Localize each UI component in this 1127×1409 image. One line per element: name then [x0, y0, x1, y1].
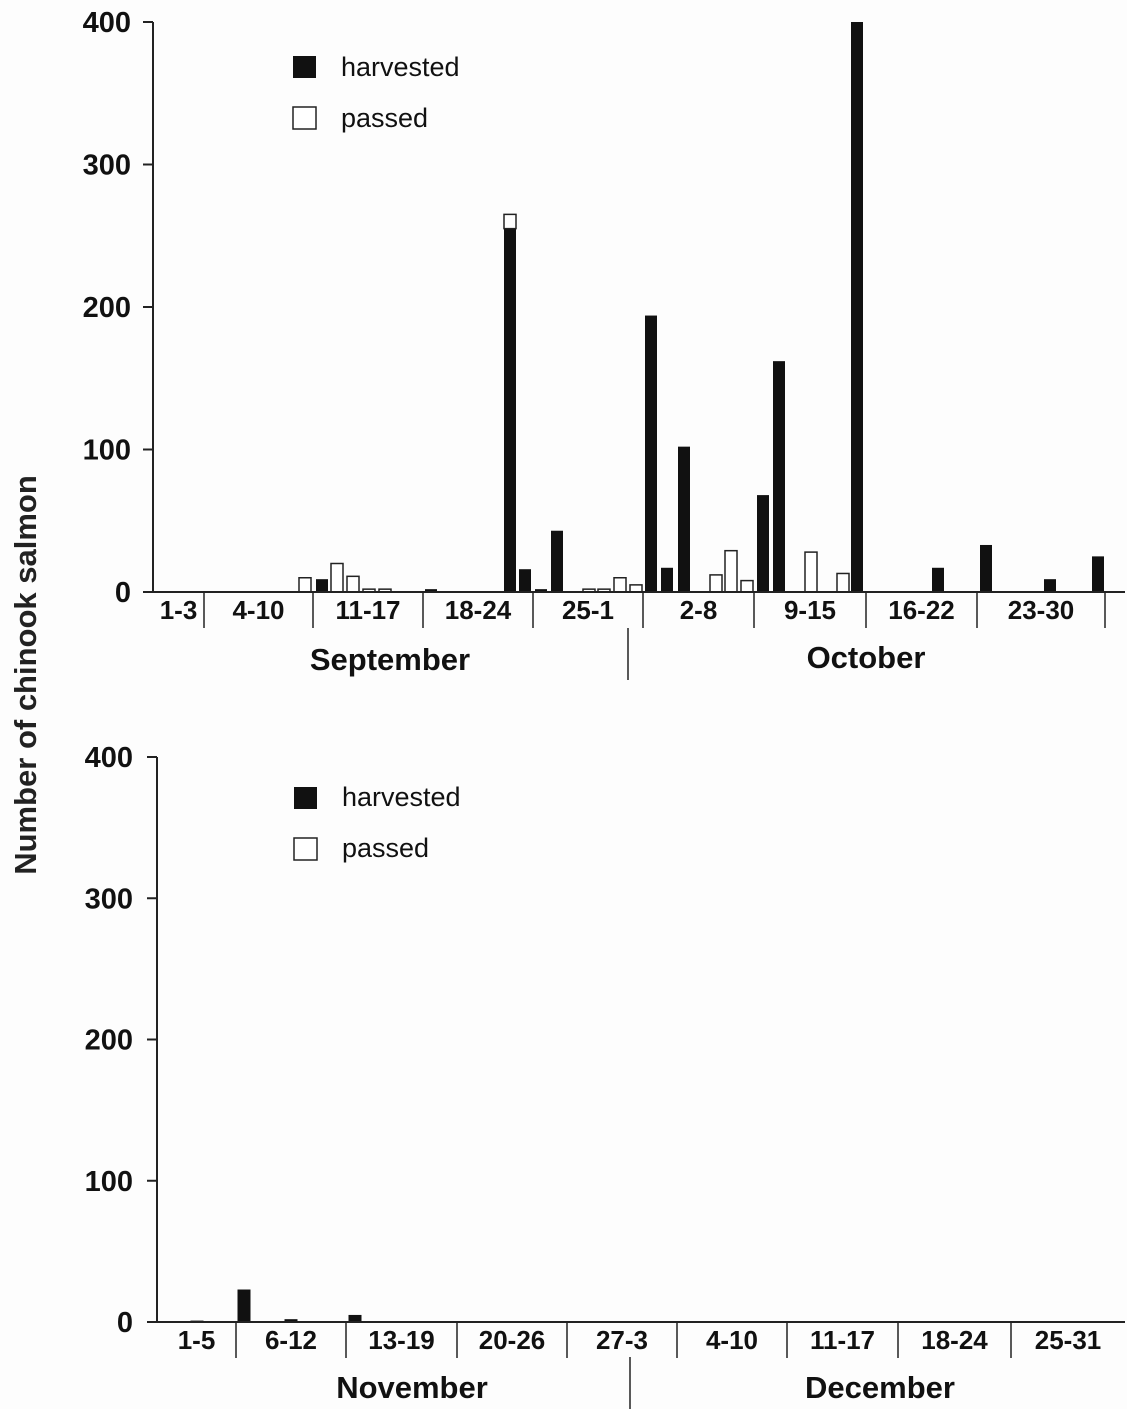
bar-harvested [661, 567, 673, 592]
week-label: 27-3 [596, 1325, 648, 1355]
bar-passed [629, 584, 643, 593]
y-tick-label: 400 [85, 742, 133, 774]
month-label-september: September [310, 642, 470, 677]
legend-swatch-harvested [294, 787, 317, 809]
legend-swatch-passed [293, 837, 318, 861]
y-tick-label: 300 [85, 883, 133, 915]
bar-harvested [284, 1319, 298, 1322]
bar-harvested [678, 446, 690, 592]
bar-harvested [316, 579, 328, 592]
chart-panel-september-october: 0 100 200 300 400 1-3 4-10 11-17 18-24 25-1 2-8 9-… [83, 7, 1125, 680]
bar-harvested [519, 569, 531, 592]
bar-harvested [757, 495, 769, 592]
bar-harvested [980, 544, 992, 592]
week-label: 13-19 [368, 1325, 435, 1355]
legend-label-harvested: harvested [341, 52, 460, 82]
week-label: 11-17 [810, 1325, 875, 1355]
bar-passed [503, 213, 517, 230]
week-label: 1-3 [160, 595, 198, 625]
week-label: 16-22 [888, 595, 955, 625]
y-tick-label: 100 [85, 1166, 133, 1198]
bar-passed [836, 572, 850, 593]
bar-harvested [348, 1314, 362, 1322]
bar-harvested [645, 315, 657, 592]
legend: harvested passed [293, 782, 461, 863]
bar-harvested [504, 228, 516, 592]
bar-passed [804, 551, 818, 593]
legend-label-harvested: harvested [342, 782, 461, 812]
bar-passed [740, 579, 754, 593]
y-tick-label: 0 [115, 577, 131, 609]
week-label: 18-24 [445, 595, 512, 625]
legend-label-passed: passed [342, 833, 429, 863]
month-label-december: December [805, 1370, 955, 1405]
week-label: 9-15 [784, 595, 836, 625]
week-ticks: 1-5 6-12 13-19 20-26 27-3 4-10 11-17 18-24 25-31 [178, 1322, 1102, 1358]
week-label: 2-8 [680, 595, 718, 625]
week-label: 1-5 [178, 1325, 216, 1355]
y-tick-label: 100 [83, 435, 131, 467]
y-tick-label: 300 [83, 150, 131, 182]
bar-harvested [425, 589, 437, 592]
bar-harvested [851, 22, 863, 592]
week-label: 18-24 [921, 1325, 988, 1355]
week-label: 4-10 [706, 1325, 758, 1355]
bar-harvested [551, 530, 563, 592]
bar-harvested [535, 589, 547, 592]
y-tick-label: 0 [117, 1307, 133, 1339]
week-label: 25-31 [1035, 1325, 1102, 1355]
bar-harvested [1092, 556, 1104, 592]
legend-swatch-harvested [293, 56, 316, 78]
week-label: 11-17 [335, 595, 400, 625]
bar-harvested [932, 567, 944, 592]
bar-passed [709, 574, 723, 593]
week-label: 25-1 [562, 595, 614, 625]
week-label: 23-30 [1008, 595, 1075, 625]
y-tick-label: 400 [83, 7, 131, 39]
y-axis-label: Number of chinook salmon [8, 475, 43, 875]
bar-passed [330, 562, 344, 593]
legend-label-passed: passed [341, 103, 428, 133]
legend: harvested passed [292, 52, 460, 133]
week-label: 4-10 [232, 595, 284, 625]
bar-passed [613, 577, 627, 593]
y-ticks: 0 100 200 300 400 [85, 742, 157, 1339]
legend-swatch-passed [292, 106, 317, 130]
bar-passed [724, 549, 738, 593]
month-label-october: October [807, 640, 926, 675]
bar-passed [298, 577, 312, 593]
bar-passed [346, 575, 360, 593]
bar-harvested [1044, 579, 1056, 592]
y-ticks: 0 100 200 300 400 [83, 7, 153, 609]
y-tick-label: 200 [85, 1025, 133, 1057]
week-label: 6-12 [265, 1325, 317, 1355]
bars-group [190, 1289, 362, 1322]
week-label: 20-26 [479, 1325, 546, 1355]
month-label-november: November [336, 1370, 488, 1405]
week-ticks: 1-3 4-10 11-17 18-24 25-1 2-8 9-15 16-22 23-30 [160, 592, 1106, 628]
bar-harvested [773, 361, 785, 592]
y-tick-label: 200 [83, 292, 131, 324]
bar-harvested [237, 1289, 251, 1322]
bars-group [298, 22, 1104, 593]
